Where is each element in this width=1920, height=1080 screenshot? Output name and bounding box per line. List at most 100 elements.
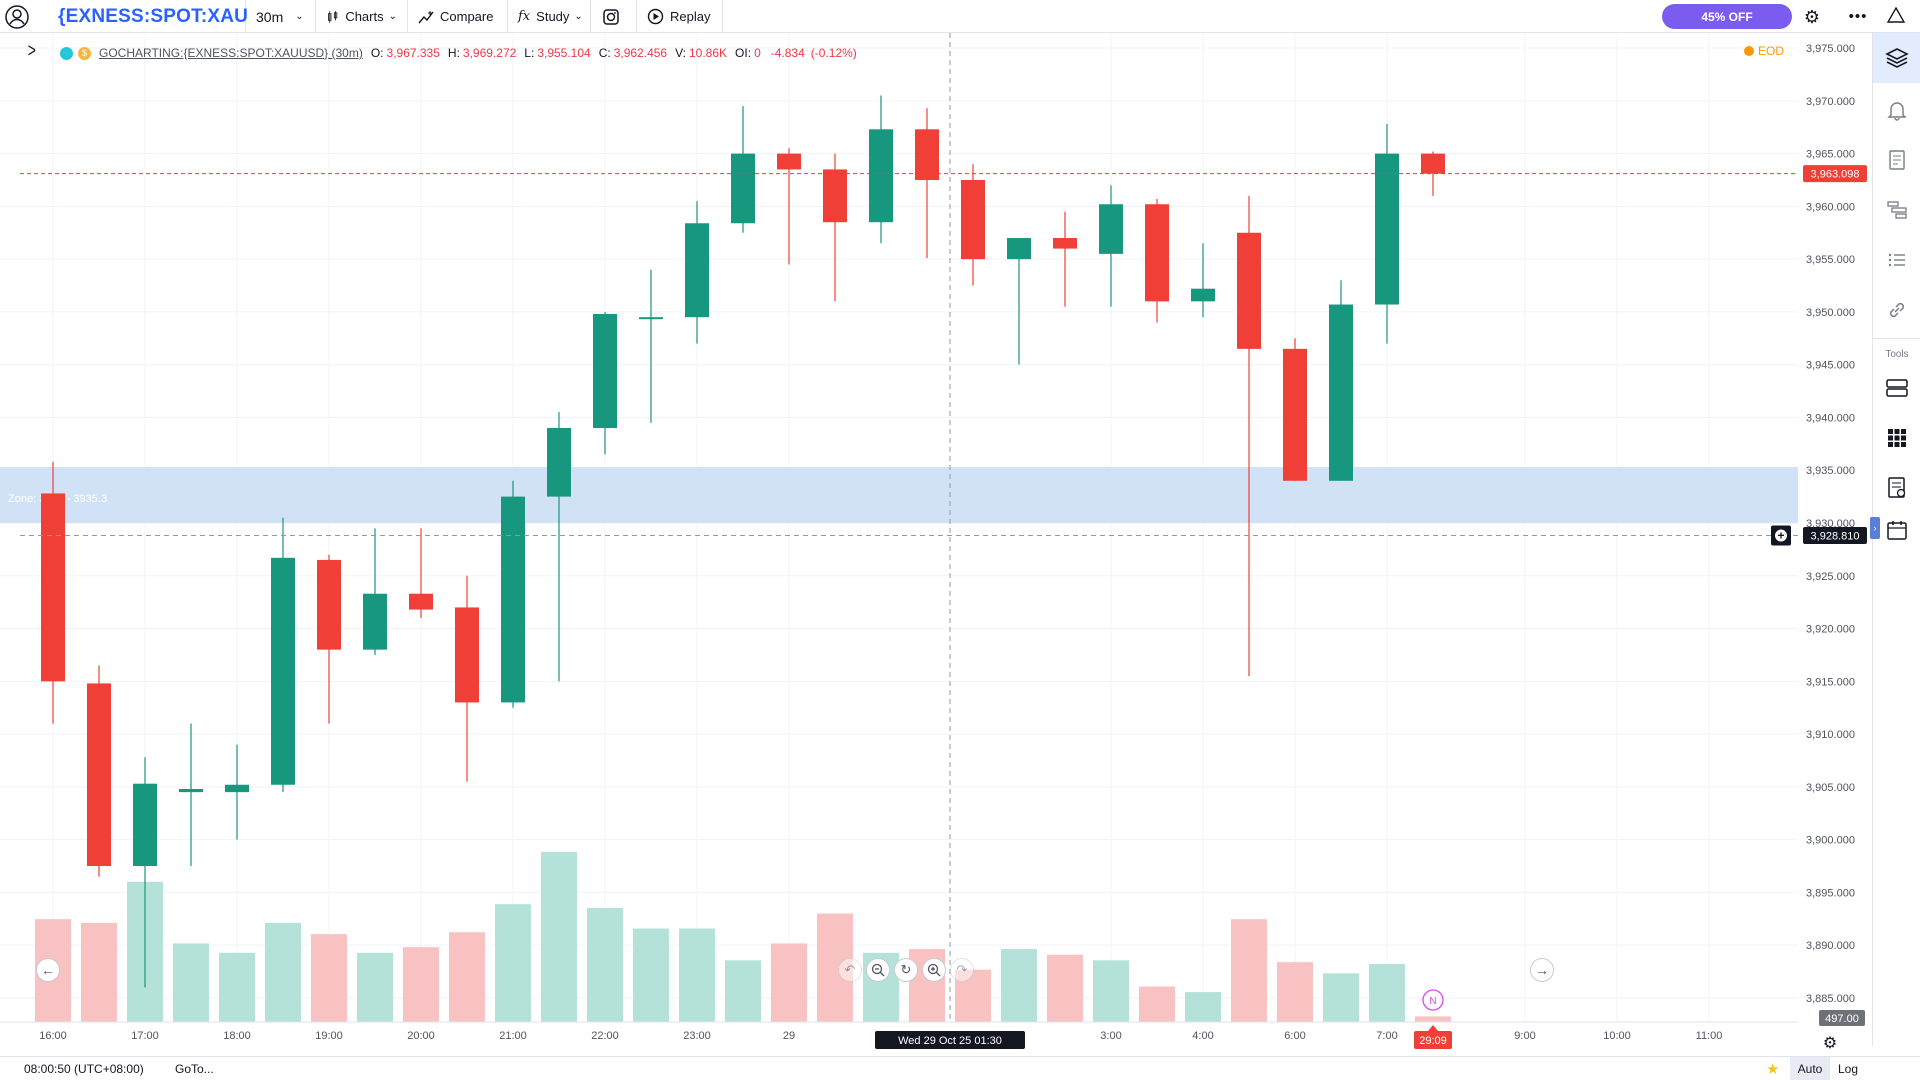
list-icon <box>1888 253 1905 267</box>
time-axis[interactable]: 16:00 17:00 18:00 19:00 20:00 21:00 22:00 23:00… <box>39 1030 1722 1042</box>
collapse-tab[interactable]: › <box>1870 517 1880 539</box>
gear-icon[interactable]: ⚙ <box>1823 1033 1837 1052</box>
time-tick-label: 18:00 <box>223 1030 251 1042</box>
dom-icon <box>1887 201 1907 219</box>
redo-button[interactable]: ↷ <box>950 958 974 982</box>
alert-triangle-icon[interactable] <box>1886 6 1908 26</box>
zoom-out-icon <box>871 963 885 977</box>
candle[interactable] <box>1237 195 1261 677</box>
expand-legend-icon[interactable]: > <box>27 40 36 62</box>
star-icon[interactable]: ★ <box>1766 1061 1780 1078</box>
zoom-in-button[interactable] <box>922 958 946 982</box>
candle[interactable] <box>455 575 479 782</box>
candle[interactable] <box>41 461 65 724</box>
candle[interactable] <box>593 311 617 455</box>
candle[interactable] <box>823 153 847 302</box>
axis-settings-button[interactable]: ⚙ <box>1823 1033 1837 1052</box>
candle[interactable] <box>409 528 433 618</box>
candle[interactable] <box>961 164 985 286</box>
crosshair-add-button[interactable]: + <box>1771 525 1791 546</box>
grid-button[interactable] <box>1880 421 1914 455</box>
legend-title[interactable]: GOCHARTING:{EXNESS:SPOT:XAUUSD} (30m) <box>99 46 363 60</box>
candle[interactable] <box>317 554 341 724</box>
ohlc-legend: $ GOCHARTING:{EXNESS:SPOT:XAUUSD} (30m) … <box>60 44 857 62</box>
screenshot-button[interactable] <box>591 0 637 33</box>
candle-body <box>731 153 755 224</box>
candle[interactable] <box>1191 243 1215 318</box>
fx-icon: fx <box>518 9 531 24</box>
status-dot-icon <box>60 46 73 60</box>
log-scale-button[interactable]: Log <box>1838 1062 1859 1076</box>
candle[interactable] <box>1283 338 1307 481</box>
candle[interactable] <box>1145 198 1169 323</box>
candle[interactable] <box>915 108 939 259</box>
price-tick-label: 3,890.000 <box>1806 940 1855 952</box>
compare-button[interactable]: Compare <box>408 0 508 33</box>
reset-zoom-button[interactable]: ↻ <box>894 958 918 982</box>
charts-button[interactable]: Charts ⌄ <box>316 0 408 33</box>
candle[interactable] <box>1053 211 1077 307</box>
undo-button[interactable]: ↶ <box>838 958 862 982</box>
volume-bar <box>403 947 439 1022</box>
candle[interactable] <box>1329 280 1353 481</box>
grid-icon <box>1888 429 1906 447</box>
alerts-button[interactable] <box>1880 93 1914 127</box>
offer-button[interactable]: 45% OFF <box>1662 4 1792 29</box>
candle[interactable] <box>225 744 249 840</box>
time-tick-label: 22:00 <box>591 1030 619 1042</box>
candle[interactable] <box>179 723 203 867</box>
study-button[interactable]: fx Study ⌄ <box>508 0 591 33</box>
report-button[interactable] <box>1880 471 1914 505</box>
candle-body <box>133 783 157 867</box>
watchlist-button[interactable] <box>1880 243 1914 277</box>
zoom-out-button[interactable] <box>866 958 890 982</box>
user-avatar-button[interactable] <box>0 0 40 33</box>
candle[interactable] <box>1421 151 1445 196</box>
layers-button[interactable] <box>1873 33 1920 83</box>
candle-body <box>1053 238 1077 249</box>
clock-time: 08:00:50 (UTC+08:00) <box>24 1062 144 1076</box>
auto-scale-button[interactable]: Auto <box>1790 1057 1830 1080</box>
candle[interactable] <box>133 757 157 988</box>
tools-label: Tools <box>1885 349 1909 360</box>
settings-icon[interactable]: ⚙ <box>1803 6 1821 27</box>
candle[interactable] <box>639 269 663 423</box>
price-chart[interactable]: Zone: 3930 - 3935.3 3,885.0003,890.0003,… <box>0 33 1872 1056</box>
eod-badge[interactable]: EOD <box>1744 44 1784 58</box>
candle[interactable] <box>685 201 709 344</box>
scroll-right-button[interactable]: → <box>1530 958 1554 982</box>
volume-bar <box>725 960 761 1022</box>
candle[interactable] <box>87 665 111 877</box>
goto-button[interactable]: GoTo... <box>175 1062 214 1076</box>
volume-bar <box>449 932 485 1022</box>
symbol-search-button[interactable]: {EXNESS:SPOT:XAU <box>48 0 248 33</box>
volume-last-value: 497.00 <box>1825 1013 1859 1025</box>
time-tick-label: 11:00 <box>1696 1030 1723 1042</box>
price-tick-label: 3,955.000 <box>1806 254 1855 266</box>
candle[interactable] <box>777 148 801 265</box>
candle[interactable] <box>1099 185 1123 307</box>
candle[interactable] <box>1375 124 1399 344</box>
candle[interactable] <box>731 106 755 233</box>
replay-button[interactable]: Replay <box>637 0 723 33</box>
volume-last-label: 497.00 <box>1819 1010 1865 1026</box>
zone-band[interactable] <box>0 467 1798 523</box>
candle[interactable] <box>501 480 525 708</box>
candle[interactable] <box>869 95 893 244</box>
candle[interactable] <box>547 412 571 682</box>
candle[interactable] <box>1007 238 1031 365</box>
calendar-button[interactable] <box>1880 513 1914 547</box>
more-icon[interactable]: ••• <box>1848 7 1868 25</box>
candle[interactable] <box>271 517 295 793</box>
link-button[interactable] <box>1880 293 1914 327</box>
panel-button[interactable] <box>1880 371 1914 405</box>
scroll-left-button[interactable]: ← <box>36 958 60 982</box>
news-badge[interactable]: N <box>1422 989 1444 1011</box>
price-axis[interactable]: 3,885.000 3,890.000 3,895.000 3,900.000 3,90… <box>1806 43 1855 1005</box>
interval-select[interactable]: 30m ⌄ <box>246 0 316 33</box>
open-value: 3,967.335 <box>386 46 440 60</box>
order-book-button[interactable] <box>1880 143 1914 177</box>
candle[interactable] <box>363 528 387 655</box>
candle-body <box>363 593 387 650</box>
dom-button[interactable] <box>1880 193 1914 227</box>
